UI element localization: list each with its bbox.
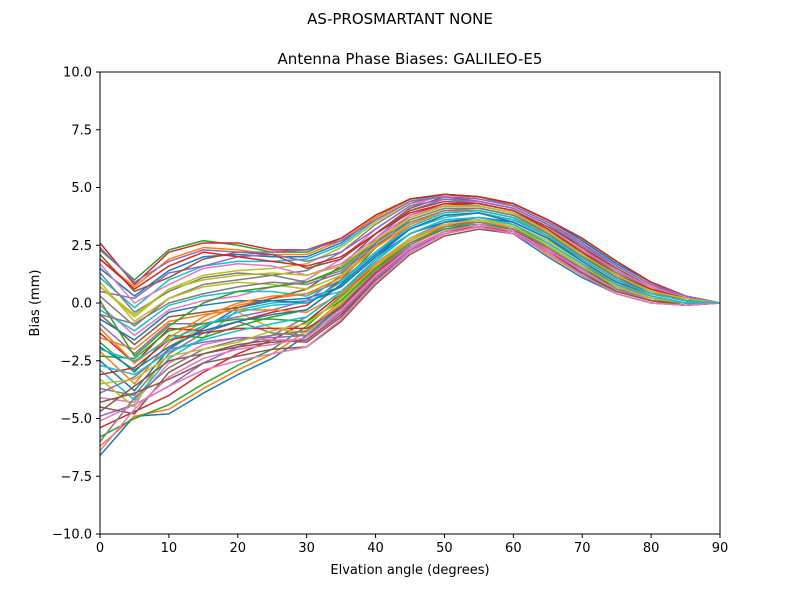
y-tick-label: 0.0: [71, 297, 92, 312]
y-tick-label: 5.0: [71, 181, 92, 196]
x-tick-label: 30: [298, 541, 315, 556]
chart-title: Antenna Phase Biases: GALILEO-E5: [278, 50, 543, 68]
y-tick-label: 2.5: [71, 239, 92, 254]
series-line-26: [100, 200, 720, 304]
x-tick-label: 50: [436, 541, 453, 556]
y-axis-label: Bias (mm): [28, 270, 43, 337]
x-tick-label: 20: [230, 541, 247, 556]
x-tick-label: 80: [643, 541, 660, 556]
series-line-39: [100, 219, 720, 385]
y-tick-label: −10.0: [52, 528, 92, 543]
series-layer: [100, 193, 720, 456]
series-line-41: [100, 212, 720, 371]
y-tick-label: 10.0: [63, 66, 92, 81]
y-tick-label: 7.5: [71, 123, 92, 138]
series-line-28: [100, 207, 720, 313]
x-axis-label: Elvation angle (degrees): [330, 563, 489, 578]
series-line-47: [100, 226, 720, 422]
series-line-24: [100, 193, 720, 304]
y-axis: −10.0 −7.5 −5.0 −2.5 0.0 2.5 5.0 7.5 10.0: [52, 66, 100, 543]
series-line-45: [100, 195, 720, 304]
y-tick-label: −7.5: [60, 470, 92, 485]
series-line-46: [100, 228, 720, 404]
x-tick-label: 60: [505, 541, 522, 556]
y-tick-label: −5.0: [60, 412, 92, 427]
x-tick-label: 90: [712, 541, 729, 556]
y-tick-label: −2.5: [60, 354, 92, 369]
x-tick-label: 10: [161, 541, 178, 556]
series-line-48: [100, 207, 720, 325]
x-tick-label: 0: [96, 541, 104, 556]
series-line-27: [100, 205, 720, 304]
x-tick-label: 40: [367, 541, 384, 556]
series-line-40: [100, 216, 720, 376]
series-line-49: [100, 205, 720, 316]
series-line-50: [100, 209, 720, 362]
x-tick-label: 70: [574, 541, 591, 556]
chart-suptitle: AS-PROSMARTANT NONE: [307, 10, 493, 28]
x-axis: 0 10 20 30 40 50 60 70 80 90: [96, 534, 728, 556]
